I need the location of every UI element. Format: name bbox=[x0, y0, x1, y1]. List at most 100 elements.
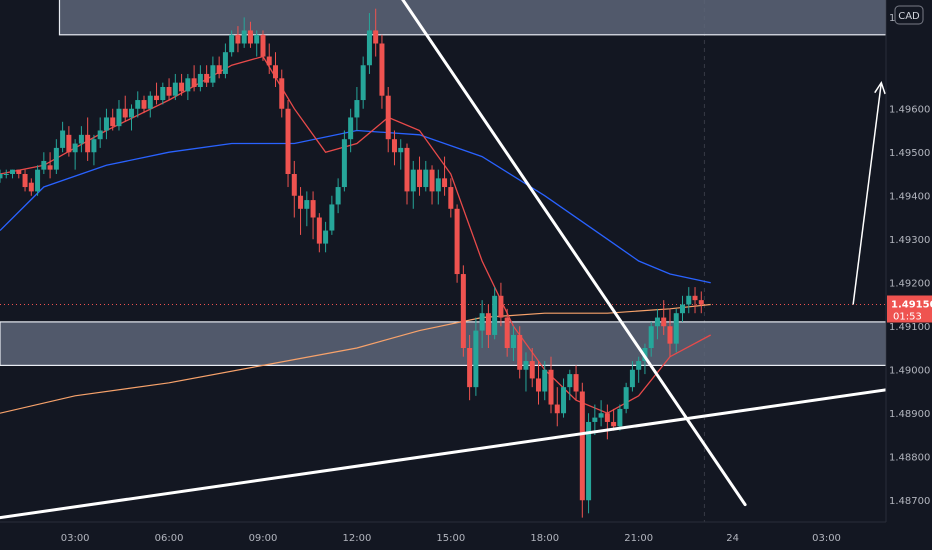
ascending-trendline[interactable] bbox=[0, 385, 907, 520]
candle-body bbox=[47, 165, 53, 170]
upper-resistance-zone[interactable] bbox=[58, 0, 887, 36]
candle bbox=[310, 191, 316, 240]
candle-body bbox=[686, 295, 692, 305]
candle bbox=[373, 8, 379, 57]
candle-body bbox=[661, 317, 667, 327]
candle bbox=[241, 17, 247, 48]
candle bbox=[548, 356, 554, 414]
candle-body bbox=[335, 187, 341, 205]
candle-body bbox=[485, 313, 491, 335]
time-axis-panel[interactable] bbox=[0, 522, 932, 550]
candle bbox=[485, 304, 491, 348]
candle-body bbox=[35, 169, 41, 192]
currency-badge[interactable]: CAD bbox=[894, 5, 924, 25]
candle-body bbox=[391, 139, 397, 153]
candle-body bbox=[366, 30, 372, 66]
candle-body bbox=[542, 369, 548, 392]
candle-body bbox=[185, 78, 191, 92]
candle bbox=[235, 26, 241, 53]
candle bbox=[636, 356, 642, 383]
candle bbox=[260, 30, 266, 61]
candle bbox=[229, 30, 235, 57]
candle-body bbox=[10, 169, 16, 174]
candle-body bbox=[28, 182, 34, 192]
candle-body bbox=[579, 391, 585, 501]
candle-body bbox=[91, 139, 97, 153]
candle bbox=[573, 365, 579, 401]
current-price-value: 1.49150 bbox=[891, 300, 932, 311]
candle bbox=[354, 87, 360, 131]
target-arrow-head[interactable] bbox=[874, 80, 886, 95]
candle bbox=[110, 108, 116, 131]
candle-body bbox=[273, 65, 279, 79]
candle-body bbox=[510, 334, 516, 348]
candle bbox=[285, 100, 291, 188]
candle bbox=[0, 169, 3, 183]
candle-body bbox=[460, 274, 466, 348]
candle-body bbox=[529, 361, 535, 379]
price-axis-panel[interactable] bbox=[886, 0, 932, 550]
candle bbox=[561, 378, 567, 418]
candle bbox=[323, 221, 329, 253]
candle-body bbox=[604, 413, 610, 422]
candle-body bbox=[179, 82, 185, 92]
candle-body bbox=[323, 230, 329, 244]
candle-body bbox=[417, 169, 423, 188]
candle bbox=[604, 404, 610, 440]
candle bbox=[348, 108, 354, 153]
candle bbox=[316, 213, 322, 253]
candle bbox=[504, 308, 510, 357]
candle bbox=[586, 413, 592, 514]
candle-body bbox=[22, 174, 28, 188]
candle bbox=[492, 287, 498, 340]
candle-body bbox=[535, 378, 541, 392]
candle bbox=[97, 117, 103, 148]
time-tick-label: 06:00 bbox=[155, 533, 184, 544]
descending-trendline[interactable] bbox=[388, 0, 747, 507]
candle-body bbox=[548, 369, 554, 405]
candle-body bbox=[617, 408, 623, 427]
price-tick-label: 1.49400 bbox=[889, 191, 930, 202]
candle-body bbox=[247, 30, 253, 44]
trendlines-layer[interactable] bbox=[0, 0, 907, 520]
candle bbox=[10, 169, 16, 179]
candle-body bbox=[554, 404, 560, 414]
candle bbox=[279, 69, 285, 118]
candle bbox=[35, 165, 41, 196]
candle bbox=[53, 139, 59, 174]
candle-body bbox=[492, 295, 498, 335]
candles-layer bbox=[0, 8, 704, 518]
candle-body bbox=[141, 100, 147, 109]
candle-body bbox=[128, 108, 134, 118]
target-arrow-shaft[interactable] bbox=[852, 82, 883, 305]
candle bbox=[304, 191, 310, 227]
candle bbox=[135, 91, 141, 118]
candle bbox=[617, 404, 623, 431]
candle-body bbox=[191, 78, 197, 87]
candle-body bbox=[103, 117, 109, 131]
time-tick-label: 18:00 bbox=[530, 533, 559, 544]
candle-body bbox=[85, 134, 91, 153]
candle-body bbox=[473, 330, 479, 388]
candle bbox=[460, 265, 466, 357]
candle-body bbox=[454, 208, 460, 275]
price-tick-label: 1.49200 bbox=[889, 278, 930, 289]
candle-body bbox=[435, 178, 441, 192]
candle bbox=[379, 34, 385, 109]
candle bbox=[291, 160, 297, 218]
support-zone[interactable] bbox=[0, 321, 887, 366]
candle bbox=[598, 400, 604, 427]
candle-body bbox=[654, 317, 660, 327]
candle-body bbox=[385, 95, 391, 140]
ma-long-line bbox=[0, 303, 711, 414]
candle bbox=[254, 30, 260, 57]
candle bbox=[16, 169, 22, 179]
candle bbox=[128, 104, 134, 131]
candle-body bbox=[260, 34, 266, 57]
candle-body bbox=[629, 369, 635, 388]
candle-body bbox=[154, 95, 160, 101]
candle bbox=[28, 178, 34, 196]
